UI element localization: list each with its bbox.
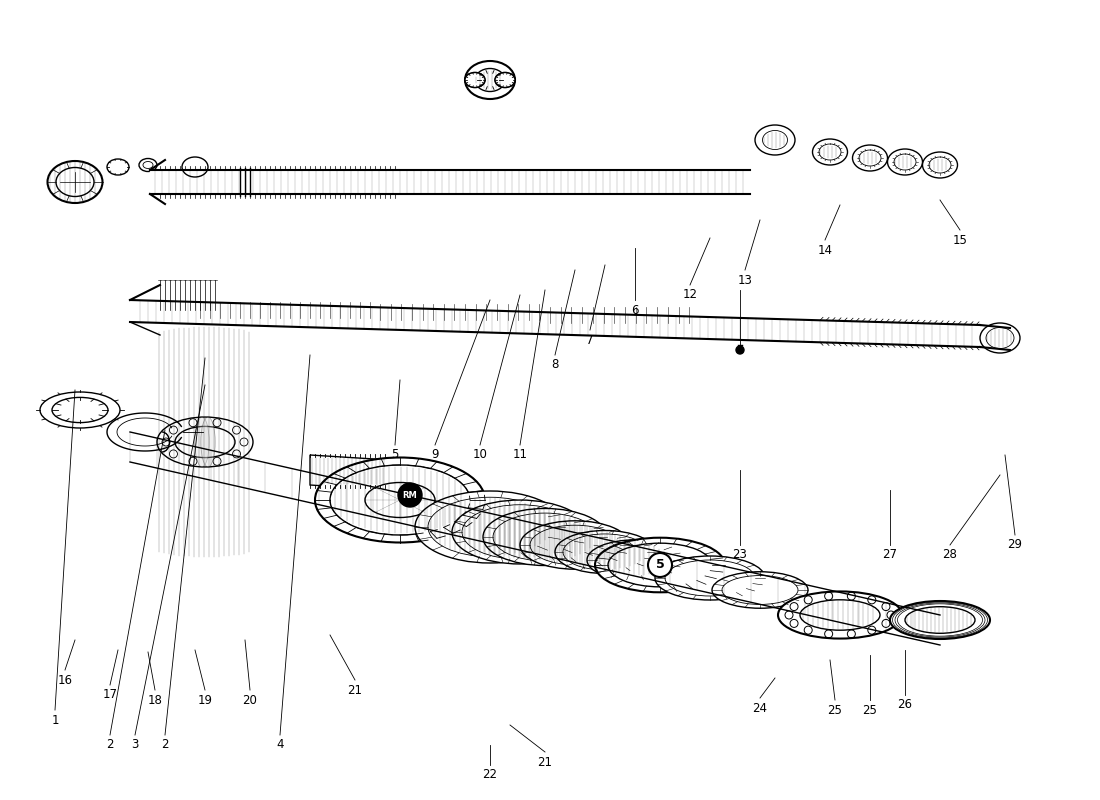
Ellipse shape [195,417,209,467]
Text: 20: 20 [243,694,257,706]
Ellipse shape [666,560,755,596]
Ellipse shape [330,465,470,535]
Ellipse shape [415,491,565,563]
Text: 3: 3 [131,738,139,751]
Text: 9: 9 [431,449,439,462]
Ellipse shape [930,157,952,173]
Text: 23: 23 [733,549,747,562]
Ellipse shape [859,150,881,166]
Text: 5: 5 [656,558,664,571]
Ellipse shape [40,392,120,428]
Ellipse shape [483,509,607,566]
Text: 2: 2 [107,738,113,751]
Ellipse shape [365,482,435,518]
Text: 4: 4 [276,738,284,751]
Ellipse shape [800,600,880,630]
Ellipse shape [428,498,552,557]
Ellipse shape [462,505,578,559]
Ellipse shape [201,417,216,467]
Circle shape [648,553,672,577]
Ellipse shape [520,521,630,570]
Text: 7: 7 [586,334,594,346]
Ellipse shape [712,572,808,608]
Ellipse shape [493,513,597,561]
Ellipse shape [56,167,94,197]
Ellipse shape [820,144,842,160]
Text: 21: 21 [348,683,363,697]
Text: 6: 6 [631,303,639,317]
Ellipse shape [475,69,505,91]
Ellipse shape [762,130,788,150]
Circle shape [736,346,744,354]
Ellipse shape [813,139,847,165]
Ellipse shape [587,540,683,580]
Text: 2: 2 [162,738,168,751]
Polygon shape [310,455,390,490]
Ellipse shape [778,591,902,638]
Text: RM: RM [403,490,417,499]
Text: 21: 21 [538,755,552,769]
Ellipse shape [888,149,923,175]
Ellipse shape [143,162,153,169]
Text: 8: 8 [551,358,559,371]
Text: 29: 29 [1008,538,1023,551]
Text: 15: 15 [953,234,967,246]
Text: 1: 1 [52,714,58,726]
Ellipse shape [495,73,515,87]
Ellipse shape [986,327,1014,349]
Text: 26: 26 [898,698,913,711]
Ellipse shape [722,575,798,605]
Ellipse shape [755,125,795,155]
Ellipse shape [465,61,515,99]
Text: 10: 10 [473,449,487,462]
Ellipse shape [175,426,235,458]
Ellipse shape [52,398,108,422]
Text: 5: 5 [392,449,398,462]
Ellipse shape [315,458,485,542]
Ellipse shape [530,525,620,565]
Ellipse shape [608,543,712,587]
Text: 16: 16 [57,674,73,686]
Ellipse shape [894,154,916,170]
Ellipse shape [852,145,888,171]
Circle shape [398,483,422,507]
Ellipse shape [597,544,673,576]
Ellipse shape [556,530,654,574]
Ellipse shape [905,606,975,634]
Text: 18: 18 [147,694,163,706]
Ellipse shape [47,161,102,203]
Text: 22: 22 [483,769,497,782]
Text: 14: 14 [817,243,833,257]
Text: 19: 19 [198,694,212,706]
Ellipse shape [563,534,647,570]
Text: 24: 24 [752,702,768,714]
Text: 27: 27 [882,549,898,562]
Ellipse shape [157,417,253,467]
Text: 11: 11 [513,449,528,462]
Ellipse shape [452,500,588,564]
Text: 28: 28 [943,549,957,562]
Ellipse shape [107,159,129,175]
Ellipse shape [465,73,485,87]
Text: 12: 12 [682,289,697,302]
Ellipse shape [495,73,515,87]
Text: 25: 25 [862,703,878,717]
Ellipse shape [654,556,764,600]
Ellipse shape [595,538,725,592]
Ellipse shape [923,152,957,178]
Ellipse shape [980,323,1020,353]
Ellipse shape [890,601,990,639]
Ellipse shape [139,158,157,171]
Ellipse shape [465,73,485,87]
Text: 25: 25 [827,703,843,717]
Text: 13: 13 [738,274,752,286]
Text: 17: 17 [102,689,118,702]
